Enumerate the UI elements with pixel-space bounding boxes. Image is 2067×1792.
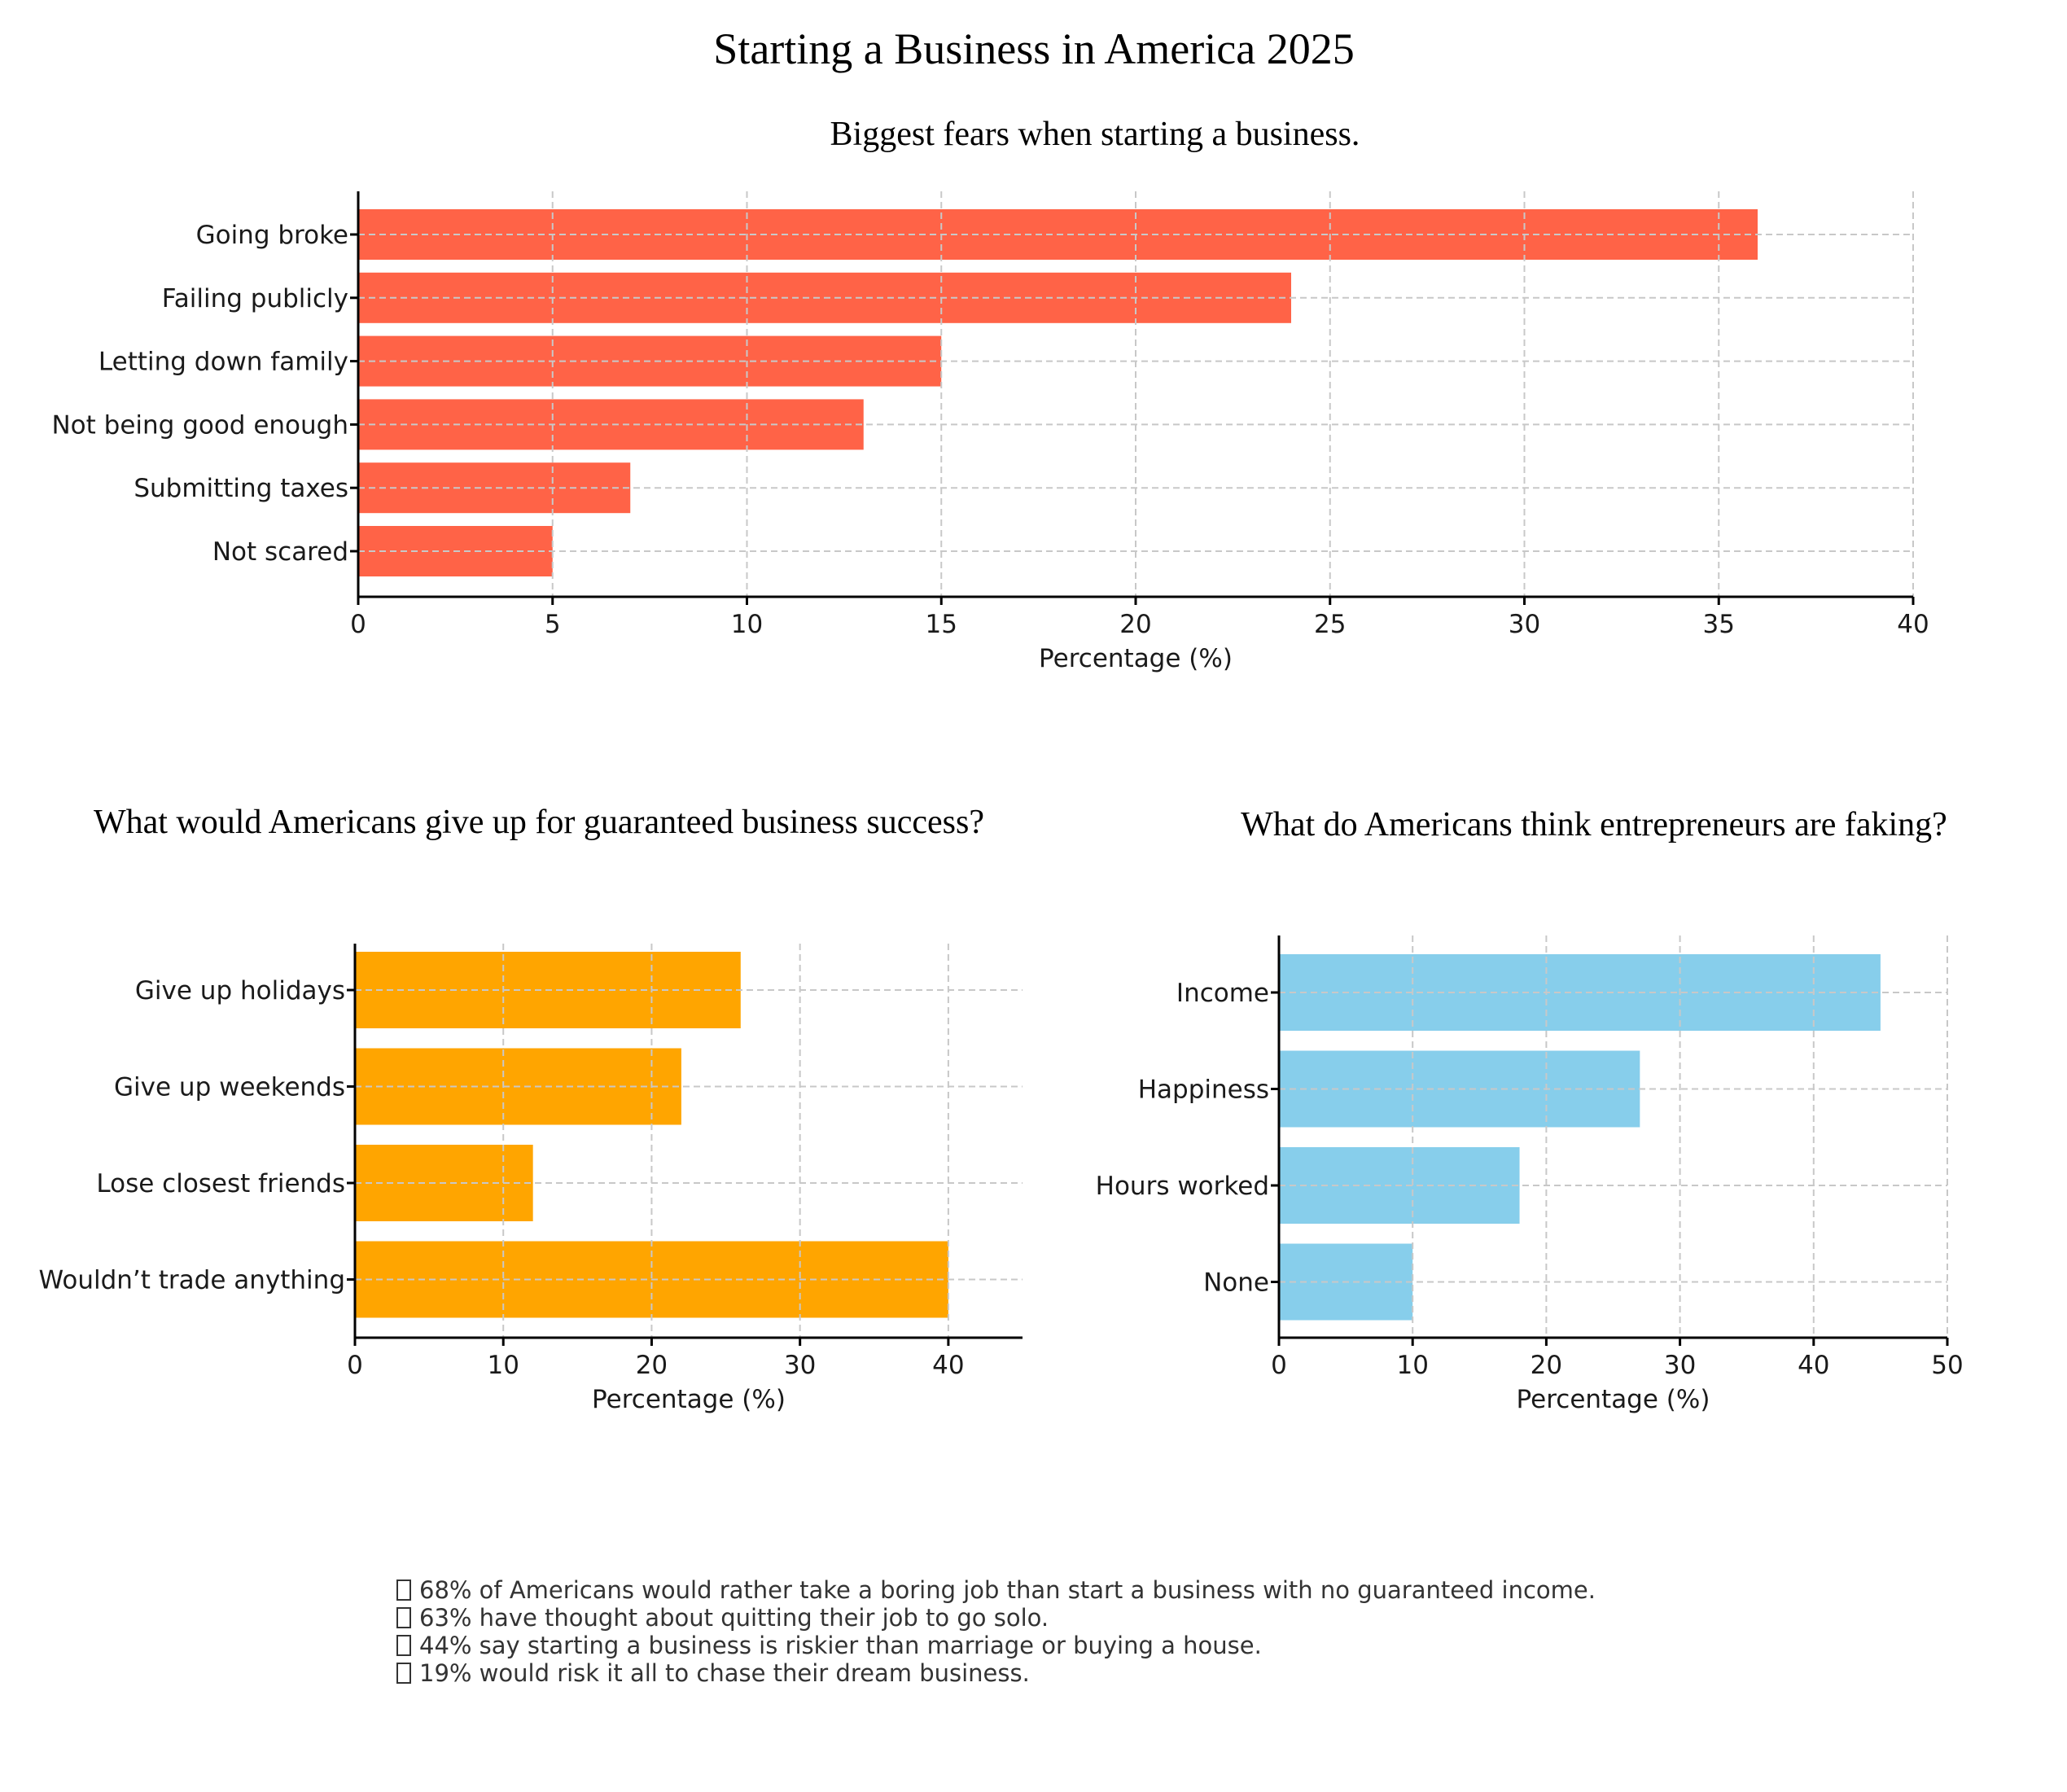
fears-x-axis-label: Percentage (%) — [1039, 644, 1233, 673]
faking-category-label: None — [1203, 1268, 1269, 1298]
fears-category-label: Submitting taxes — [134, 474, 348, 503]
note-text: 63% have thought about quitting their jo… — [419, 1604, 1049, 1632]
fears-category-label: Letting down family — [99, 348, 348, 377]
fears-category-label: Going broke — [196, 221, 348, 250]
give-up-x-tick-label: 40 — [932, 1351, 964, 1380]
fears-x-tick-label: 40 — [1897, 610, 1929, 639]
figure-title: Starting a Business in America 2025 — [713, 24, 1354, 73]
fears-bar — [358, 399, 864, 450]
faking-x-tick-label: 40 — [1798, 1351, 1829, 1380]
fears-x-tick-label: 5 — [545, 610, 561, 639]
give-up-x-tick-label: 20 — [636, 1351, 668, 1380]
faking-category-label: Hours worked — [1096, 1172, 1269, 1201]
give-up-category-label: Lose closest friends — [96, 1169, 345, 1198]
fears-category-label: Failing publicly — [162, 284, 348, 313]
note-item: 63% have thought about quitting their jo… — [396, 1604, 1596, 1632]
give-up-x-tick-label: 10 — [487, 1351, 519, 1380]
note-text: 68% of Americans would rather take a bor… — [419, 1576, 1596, 1604]
fears-x-tick-label: 10 — [731, 610, 763, 639]
fears-x-tick-label: 30 — [1509, 610, 1540, 639]
survey-notes: 68% of Americans would rather take a bor… — [396, 1576, 1596, 1687]
faking-x-tick-label: 0 — [1271, 1351, 1287, 1380]
fears-bar — [358, 462, 631, 514]
faking-x-tick-label: 10 — [1396, 1351, 1428, 1380]
fears-x-tick-label: 20 — [1119, 610, 1151, 639]
fears-x-tick-label: 35 — [1703, 610, 1735, 639]
fears-category-label: Not being good enough — [51, 410, 348, 440]
note-icon — [396, 1663, 411, 1684]
fears-category-label: Not scared — [212, 537, 348, 567]
give-up-x-tick-label: 30 — [784, 1351, 816, 1380]
faking-chart: 0 10 20 30 40 50 Income Happiness Hours worked No… — [1096, 935, 1964, 1414]
note-item: 19% would risk it all to chase their dre… — [396, 1659, 1596, 1687]
give-up-chart: 0 10 20 30 40 Give up holidays Give up weekend… — [39, 944, 1023, 1414]
give-up-category-label: Wouldn’t trade anything — [39, 1266, 345, 1295]
give-up-x-axis-label: Percentage (%) — [592, 1385, 786, 1414]
note-item: 44% say starting a business is riskier t… — [396, 1632, 1596, 1659]
faking-category-label: Happiness — [1138, 1076, 1269, 1105]
fears-chart-title: Biggest fears when starting a business. — [830, 116, 1360, 153]
faking-x-tick-label: 30 — [1664, 1351, 1696, 1380]
fears-x-tick-label: 15 — [926, 610, 957, 639]
note-item: 68% of Americans would rather take a bor… — [396, 1576, 1596, 1604]
faking-x-axis-label: Percentage (%) — [1517, 1385, 1710, 1414]
fears-x-tick-label: 25 — [1314, 610, 1346, 639]
give-up-chart-title: What would Americans give up for guarant… — [94, 804, 984, 841]
give-up-category-label: Give up weekends — [114, 1073, 345, 1102]
faking-category-label: Income — [1176, 979, 1269, 1008]
give-up-x-tick-label: 0 — [347, 1351, 363, 1380]
note-text: 44% say starting a business is riskier t… — [419, 1632, 1262, 1659]
faking-x-tick-label: 50 — [1931, 1351, 1963, 1380]
note-text: 19% would risk it all to chase their dre… — [419, 1659, 1030, 1687]
note-icon — [396, 1580, 411, 1601]
fears-x-tick-label: 0 — [350, 610, 366, 639]
note-icon — [396, 1607, 411, 1628]
note-icon — [396, 1635, 411, 1656]
faking-chart-title: What do Americans think entrepreneurs ar… — [1241, 806, 1947, 843]
give-up-category-label: Give up holidays — [135, 976, 345, 1006]
fears-chart: 0 5 10 15 20 25 30 35 40 Going broke Failing publi… — [51, 191, 1929, 673]
faking-x-tick-label: 20 — [1531, 1351, 1562, 1380]
